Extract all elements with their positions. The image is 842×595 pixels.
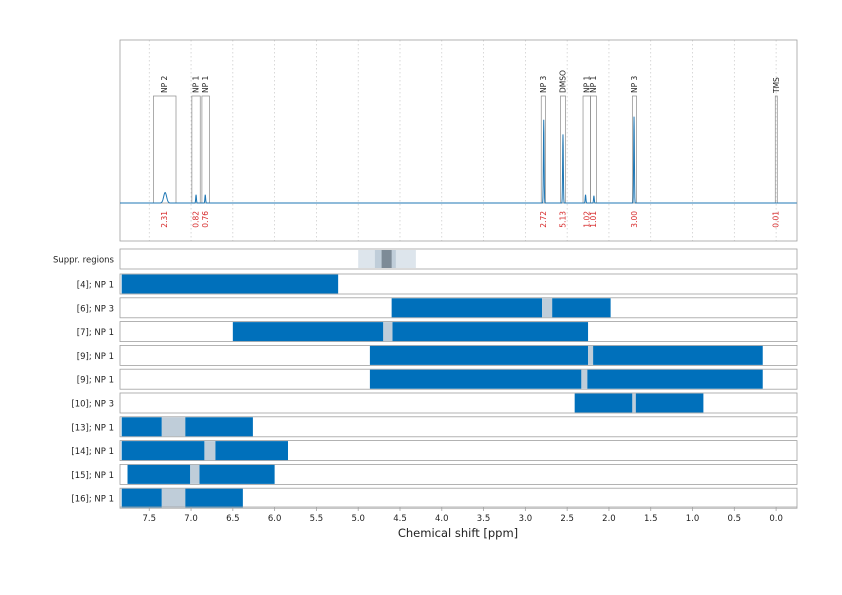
range-bar bbox=[391, 298, 543, 318]
range-row-label: [7]; NP 1 bbox=[77, 328, 114, 338]
range-bar bbox=[121, 488, 162, 508]
integral-value: 2.72 bbox=[539, 211, 548, 228]
integral-value: 5.13 bbox=[558, 211, 567, 228]
peak-label: DMSO bbox=[558, 70, 567, 93]
integral-value: 0.01 bbox=[772, 211, 781, 228]
range-bar bbox=[369, 369, 582, 389]
range-bar bbox=[215, 441, 288, 461]
spectrum-line bbox=[120, 116, 797, 204]
range-bar bbox=[635, 393, 704, 413]
peak-region-box bbox=[153, 95, 177, 204]
grid-lines bbox=[148, 40, 777, 241]
range-bar bbox=[185, 488, 243, 508]
range-bar bbox=[121, 441, 205, 461]
range-bar bbox=[127, 464, 191, 484]
peak-region-box bbox=[631, 95, 637, 204]
integral-value: 2.31 bbox=[160, 211, 169, 228]
peak-label: NP 1 bbox=[589, 75, 598, 93]
x-axis: 7.5 7.0 6.5 6.0 5.5 5.0 4.5 4.0 3.5 3.0 2.5 2.0 1.5 1… bbox=[120, 506, 797, 524]
range-bar bbox=[121, 417, 162, 437]
suppression-row: Suppr. regions bbox=[53, 248, 798, 270]
peak-label: NP 1 bbox=[201, 75, 210, 93]
range-bar bbox=[593, 345, 763, 365]
integral-value: 0.82 bbox=[192, 211, 201, 228]
range-bar bbox=[392, 322, 589, 342]
range-gap bbox=[190, 464, 200, 484]
peak-regions: NP 2 NP 1 NP 1 NP 3 DMSO NP 1NP 1 NP 3 TMS bbox=[153, 70, 781, 204]
integral-labels: 2.31 0.82 0.76 2.72 5.13 1.021.01 3.00 0.01 bbox=[160, 211, 780, 228]
integral-value: 0.76 bbox=[201, 211, 210, 228]
range-bar bbox=[552, 298, 611, 318]
x-tick-label: 1.5 bbox=[644, 514, 658, 524]
x-tick-label: 6.5 bbox=[226, 514, 240, 524]
peak-label: NP 1 bbox=[582, 75, 591, 93]
range-gap bbox=[204, 441, 216, 461]
range-row-frame bbox=[119, 463, 798, 485]
range-bar bbox=[587, 369, 763, 389]
range-gap bbox=[383, 322, 393, 342]
range-row-label: [10]; NP 3 bbox=[71, 400, 114, 410]
range-bar bbox=[232, 322, 384, 342]
integral-value: 1.01 bbox=[589, 211, 598, 228]
range-bar bbox=[369, 345, 589, 365]
range-row-frame bbox=[119, 487, 798, 509]
range-gap bbox=[161, 417, 186, 437]
peak-region-box bbox=[582, 95, 591, 204]
peak-region-box bbox=[540, 95, 546, 204]
peak-label: TMS bbox=[772, 77, 781, 94]
integral-value: 1.02 bbox=[582, 211, 591, 228]
peak-label: NP 3 bbox=[539, 75, 548, 93]
range-row-label: [6]; NP 3 bbox=[77, 304, 114, 314]
x-tick-label: 5.0 bbox=[351, 514, 365, 524]
suppression-row-label: Suppr. regions bbox=[53, 256, 115, 266]
suppression-row-frame bbox=[119, 248, 798, 270]
x-tick-label: 4.0 bbox=[435, 514, 449, 524]
x-tick-label: 3.5 bbox=[477, 514, 491, 524]
x-tick-label: 2.5 bbox=[560, 514, 574, 524]
range-row-label: [9]; NP 1 bbox=[77, 376, 114, 386]
x-tick-label: 7.0 bbox=[184, 514, 198, 524]
x-tick-label: 6.0 bbox=[268, 514, 282, 524]
range-gap bbox=[632, 393, 636, 413]
x-axis-title: Chemical shift [ppm] bbox=[398, 526, 518, 540]
range-bar bbox=[121, 274, 339, 294]
suppression-region-core bbox=[381, 250, 392, 268]
spectrum-panel-frame bbox=[119, 39, 798, 242]
range-row-label: [13]; NP 1 bbox=[71, 423, 114, 433]
range-gap bbox=[581, 369, 588, 389]
x-tick-label: 2.0 bbox=[602, 514, 616, 524]
x-tick-label: 0.0 bbox=[769, 514, 783, 524]
range-gap bbox=[161, 488, 186, 508]
x-tick-label: 7.5 bbox=[142, 514, 156, 524]
range-rows: [4]; NP 1 [6]; NP 3 [7]; NP 1 [9]; NP 1 [9];… bbox=[71, 273, 798, 509]
range-row-frame bbox=[119, 440, 798, 462]
range-row-label: [15]; NP 1 bbox=[71, 471, 114, 481]
peak-label: NP 2 bbox=[160, 75, 169, 93]
x-tick-label: 0.5 bbox=[728, 514, 742, 524]
range-bar bbox=[185, 417, 253, 437]
x-tick-label: 4.5 bbox=[393, 514, 407, 524]
x-tick-label: 1.0 bbox=[686, 514, 700, 524]
peak-region-box bbox=[560, 95, 566, 204]
peak-label: NP 1 bbox=[192, 75, 201, 93]
peak-region-box bbox=[191, 95, 201, 204]
range-row-label: [16]; NP 1 bbox=[71, 495, 114, 505]
range-bar bbox=[199, 464, 275, 484]
range-row-label: [9]; NP 1 bbox=[77, 352, 114, 362]
range-row-frame bbox=[119, 416, 798, 438]
peak-region-box bbox=[590, 95, 597, 204]
range-row-label: [4]; NP 1 bbox=[77, 281, 114, 291]
integral-value: 3.00 bbox=[630, 211, 639, 228]
peak-region-box bbox=[201, 95, 210, 204]
x-tick-label: 3.0 bbox=[519, 514, 533, 524]
peak-label: NP 3 bbox=[630, 75, 639, 93]
x-tick-label: 5.5 bbox=[310, 514, 324, 524]
range-row-label: [14]; NP 1 bbox=[71, 447, 114, 457]
range-bar bbox=[574, 393, 633, 413]
range-gap bbox=[542, 298, 553, 318]
range-gap bbox=[588, 345, 594, 365]
